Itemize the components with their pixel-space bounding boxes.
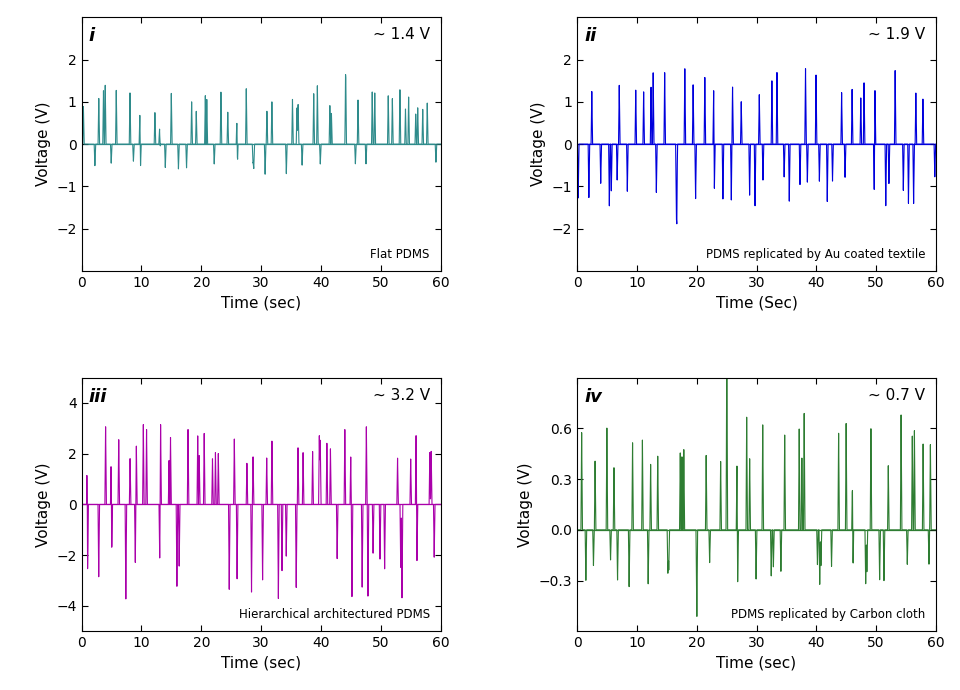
X-axis label: Time (sec): Time (sec)	[716, 656, 797, 671]
Text: ii: ii	[585, 28, 596, 46]
Text: Flat PDMS: Flat PDMS	[371, 248, 430, 261]
X-axis label: Time (Sec): Time (Sec)	[715, 295, 798, 310]
Y-axis label: Voltage (V): Voltage (V)	[531, 102, 546, 186]
Text: iv: iv	[585, 388, 602, 406]
Text: iii: iii	[88, 388, 108, 406]
Text: Hierarchical architectured PDMS: Hierarchical architectured PDMS	[239, 608, 430, 621]
Text: ~ 1.4 V: ~ 1.4 V	[372, 28, 430, 42]
Y-axis label: Voltage (V): Voltage (V)	[36, 102, 51, 186]
X-axis label: Time (sec): Time (sec)	[221, 656, 301, 671]
Text: PDMS replicated by Carbon cloth: PDMS replicated by Carbon cloth	[731, 608, 925, 621]
Y-axis label: Voltage (V): Voltage (V)	[36, 462, 51, 546]
Text: ~ 0.7 V: ~ 0.7 V	[868, 388, 925, 403]
Text: ~ 3.2 V: ~ 3.2 V	[372, 388, 430, 403]
Text: ~ 1.9 V: ~ 1.9 V	[868, 28, 925, 42]
Y-axis label: Voltage (V): Voltage (V)	[518, 462, 533, 546]
X-axis label: Time (sec): Time (sec)	[221, 295, 301, 310]
Text: i: i	[88, 28, 95, 46]
Text: PDMS replicated by Au coated textile: PDMS replicated by Au coated textile	[706, 248, 925, 261]
